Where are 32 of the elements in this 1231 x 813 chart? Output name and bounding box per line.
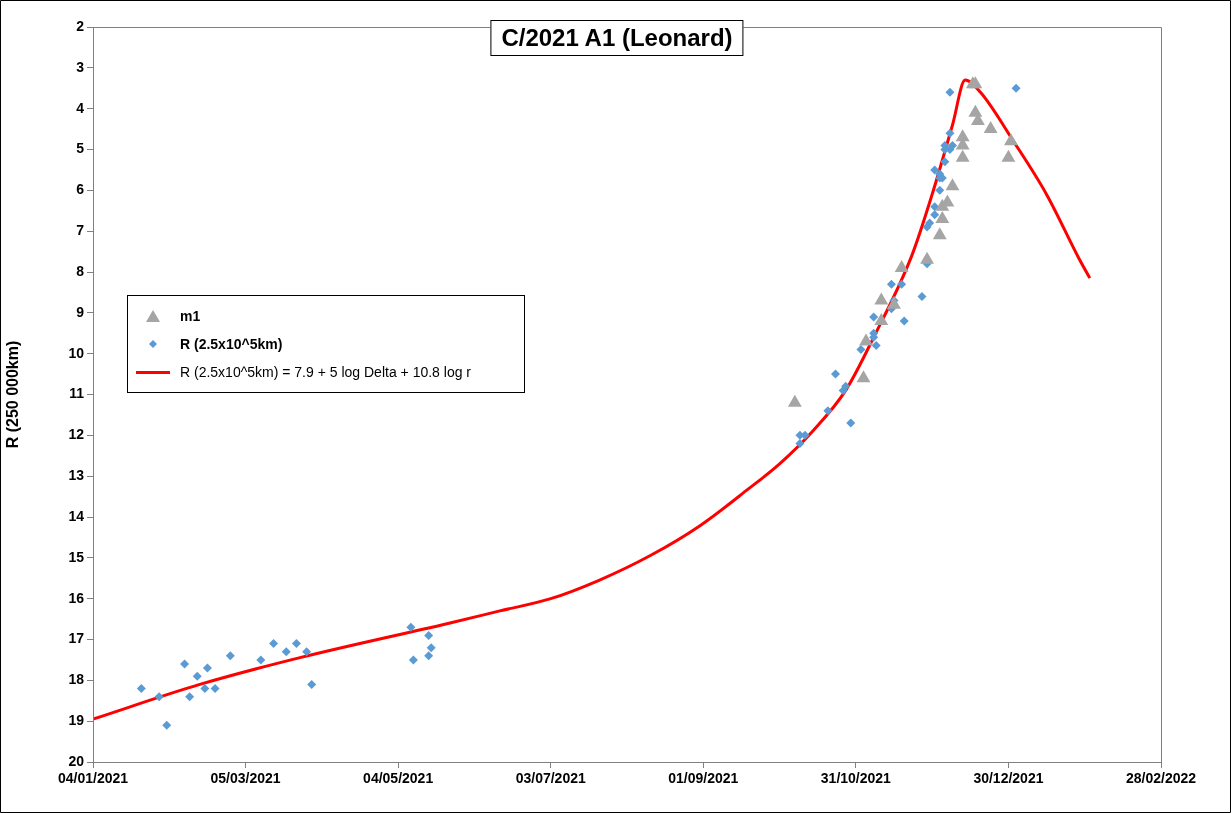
y-tick-label: 10 <box>68 344 85 361</box>
y-tick-label: 8 <box>76 262 85 279</box>
chart-title: C/2021 A1 (Leonard) <box>490 20 744 56</box>
legend-label: R (2.5x10^5km) = 7.9 + 5 log Delta + 10.8 log r <box>180 364 472 380</box>
y-tick-label: 17 <box>68 630 85 647</box>
y-tick-label: 11 <box>69 385 85 402</box>
y-tick-label: 16 <box>68 589 85 606</box>
x-tick-label: 03/07/2021 <box>515 770 586 787</box>
y-tick-label: 12 <box>68 426 85 443</box>
x-tick-label: 28/02/2022 <box>1125 770 1197 787</box>
x-tick-label: 31/10/2021 <box>820 770 892 787</box>
x-tick-label: 30/12/2021 <box>973 770 1044 787</box>
y-tick-label: 13 <box>68 467 85 484</box>
y-tick-label: 9 <box>76 303 85 320</box>
y-tick-label: 2 <box>76 17 85 34</box>
x-tick-label: 05/03/2021 <box>210 770 281 787</box>
y-tick-label: 19 <box>68 712 85 729</box>
y-tick-label: 18 <box>68 671 85 688</box>
y-tick-label: 7 <box>76 222 85 239</box>
y-tick-label: 15 <box>68 548 85 565</box>
y-tick-label: 3 <box>76 58 85 75</box>
y-tick-label: 20 <box>68 752 85 769</box>
legend-label: R (2.5x10^5km) <box>180 336 283 352</box>
x-tick-label: 01/09/2021 <box>668 770 739 787</box>
y-tick-label: 4 <box>76 99 85 116</box>
x-tick-label: 04/05/2021 <box>363 770 434 787</box>
y-tick-label: 14 <box>68 507 85 524</box>
y-tick-label: 6 <box>76 181 85 198</box>
y-axis-title: R (250 000km) <box>4 340 22 449</box>
x-tick-label: 04/01/2021 <box>57 770 129 787</box>
y-tick-label: 5 <box>76 140 85 157</box>
legend-label: m1 <box>180 308 201 324</box>
